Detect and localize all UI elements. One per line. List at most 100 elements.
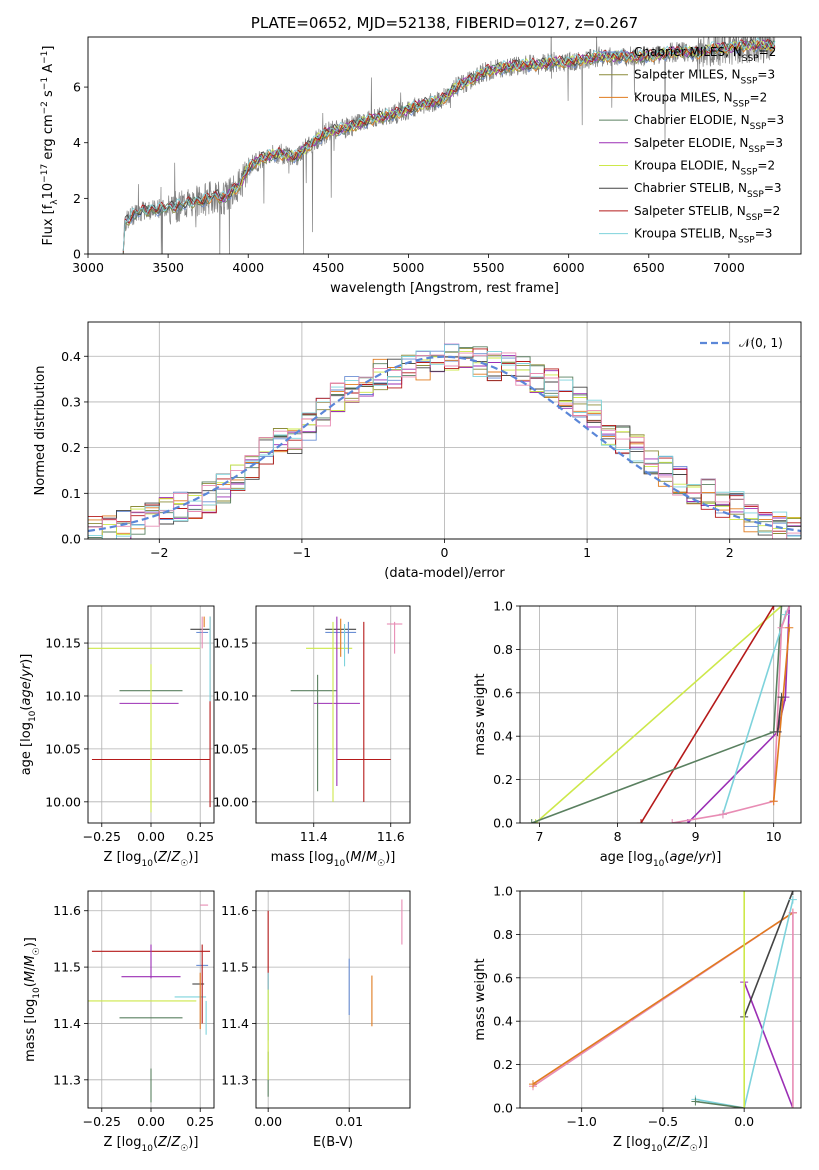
age_vs_mass-xlabel-part: M bbox=[366, 850, 377, 865]
weight_vs_Z-ytick-label: 0.4 bbox=[493, 1014, 513, 1029]
residuals-ytick-label: 0.0 bbox=[61, 532, 81, 547]
mass_vs_Z-ylabel-part: mass [log bbox=[23, 999, 38, 1062]
mass_vs_ebv-frame bbox=[255, 890, 411, 1109]
age_vs_Z-ylabel: age [log10(age/yr)] bbox=[19, 654, 38, 776]
legend-label: Chabrier STELIB, N bbox=[634, 181, 747, 195]
mass_vs_Z-ylabel: mass [log10(M/M☉)] bbox=[23, 937, 42, 1062]
age_vs_mass-xlabel-part: ☉ bbox=[377, 859, 385, 869]
weight_vs_Z-xlabel-part: / bbox=[676, 1135, 681, 1150]
weight_vs_age-series-line bbox=[772, 627, 791, 802]
weight_vs_Z-xlabel-part: 10 bbox=[651, 1144, 663, 1154]
spectrum-plot-area bbox=[122, 37, 776, 254]
residuals-xlabel: (data-model)/error bbox=[384, 566, 505, 581]
spectrum-ytick-label: 6 bbox=[73, 80, 81, 95]
weight_vs_Z-ytick-label: 0.8 bbox=[493, 927, 513, 942]
age_vs_Z-xtick-label: 0.00 bbox=[137, 829, 165, 844]
age_vs_mass-ytick-label: 10.10 bbox=[213, 688, 249, 703]
age_vs_Z-xlabel-part: Z bbox=[157, 850, 168, 865]
age_vs_Z-xlabel-part: ☉ bbox=[180, 859, 188, 869]
age_vs_mass-ytick-label: 10.00 bbox=[213, 794, 249, 809]
mass_vs_Z-xlabel-part: Z [log bbox=[104, 1135, 142, 1150]
spectrum-xtick-label: 3500 bbox=[152, 260, 184, 275]
weight_vs_Z-xlabel-part: )] bbox=[698, 1135, 708, 1150]
mass_vs_Z-ylabel-part: )] bbox=[23, 937, 38, 947]
mass_vs_ebv-ytick-label: 11.5 bbox=[221, 960, 249, 975]
age_vs_mass-ytick-label: 10.05 bbox=[213, 741, 249, 756]
legend-entry: Kroupa MILES, NSSP=2 bbox=[634, 90, 767, 109]
weight_vs_Z-marker bbox=[788, 1104, 797, 1108]
age_vs_Z-xlabel-part: Z [log bbox=[104, 850, 142, 865]
spectrum-model-line bbox=[122, 37, 776, 252]
weight_vs_Z-xtick-label: −0.5 bbox=[648, 1114, 678, 1129]
residuals-xtick-label: −1 bbox=[293, 545, 311, 560]
age_vs_Z-ylabel-part: age bbox=[19, 681, 34, 705]
age_vs_Z-xtick-label: 0.25 bbox=[186, 829, 214, 844]
weight_vs_age-series-line bbox=[776, 697, 783, 732]
weight_vs_Z-series-line bbox=[695, 1100, 745, 1108]
weight_vs_Z-xlabel-part: Z bbox=[680, 1135, 691, 1150]
mass_vs_Z-ylabel-part: ( bbox=[23, 982, 38, 987]
weight_vs_Z-series-line bbox=[743, 891, 794, 1018]
mass_vs_ebv-plot-area bbox=[267, 899, 403, 1097]
legend-suffix: =2 bbox=[763, 204, 781, 218]
weight_vs_Z-xlabel: Z [log10(Z/Z☉)] bbox=[613, 1135, 708, 1154]
weight_vs_age-xlabel-part: )] bbox=[711, 850, 721, 865]
spectrum-xtick-label: 4000 bbox=[232, 260, 264, 275]
weight_vs_Z-marker bbox=[528, 1080, 537, 1089]
spectrum-ylabel-part: −1 bbox=[40, 77, 50, 90]
weight_vs_age-marker bbox=[636, 819, 645, 823]
mass_vs_Z-xlabel-part: ( bbox=[153, 1135, 158, 1150]
weight_vs_Z-xlabel-part: ( bbox=[662, 1135, 667, 1150]
age_vs_Z-xlabel-part: )] bbox=[188, 850, 198, 865]
weight_vs_age-marker bbox=[785, 606, 794, 610]
age_vs_Z-ylabel-part: ( bbox=[19, 706, 34, 711]
spectrum-ylabel-part: −2 bbox=[40, 101, 50, 114]
weight_vs_Z-marker bbox=[788, 908, 797, 917]
weight_vs_age-xtick-label: 9 bbox=[692, 829, 700, 844]
mass_vs_Z-xlabel-part: Z bbox=[157, 1135, 168, 1150]
age_vs_Z-xlabel-part: ( bbox=[153, 850, 158, 865]
legend-sub: SSP bbox=[733, 99, 750, 109]
legend-suffix: =3 bbox=[764, 181, 782, 195]
mass_vs_Z-ylabel-part: ☉ bbox=[32, 947, 42, 955]
spectrum-frame bbox=[87, 36, 802, 255]
weight_vs_Z-xlabel-part: Z bbox=[667, 1135, 678, 1150]
legend-entry: Chabrier ELODIE, NSSP=3 bbox=[634, 113, 784, 132]
mass_vs_Z-plot-area bbox=[88, 904, 211, 1103]
legend-sub: SSP bbox=[742, 54, 759, 64]
mass_vs_ebv-xlabel: E(B-V) bbox=[313, 1135, 353, 1150]
mass_vs_ebv-axes: 0.00 0.01 11.3 11.4 11.5 11.6 bbox=[221, 891, 410, 1129]
mass_vs_ebv-xlabel-part: E(B-V) bbox=[313, 1135, 353, 1150]
residuals-xtick-label: 1 bbox=[583, 545, 591, 560]
residuals-ylabel: Normed distribution bbox=[33, 366, 48, 496]
weight_vs_Z-axes: −1.0 −0.5 0.0 0.0 0.2 0.4 0.6 0.8 1.0 bbox=[493, 884, 801, 1129]
legend-suffix: =3 bbox=[765, 136, 783, 150]
weight_vs_age-marker bbox=[531, 819, 540, 823]
weight_vs_Z-xtick-label: 0.0 bbox=[734, 1114, 754, 1129]
spectrum-ytick-label: 0 bbox=[73, 247, 81, 262]
age_vs_Z-frame bbox=[87, 605, 215, 824]
age_vs_Z-xlabel-part: Z bbox=[170, 850, 181, 865]
weight_vs_Z-marker bbox=[740, 891, 749, 895]
weight_vs_Z-frame bbox=[519, 890, 802, 1109]
mass_vs_Z-xlabel-part: 10 bbox=[141, 1144, 153, 1154]
age_vs_mass-xlabel-part: 10 bbox=[334, 859, 346, 869]
legend-label: Kroupa ELODIE, N bbox=[634, 159, 741, 173]
weight_vs_age-marker bbox=[777, 623, 786, 632]
weight_vs_age-xlabel-part: yr bbox=[697, 850, 713, 865]
age_vs_mass-xlabel-part: M bbox=[350, 850, 361, 865]
gaussian-legend-label: 𝒩(0, 1) bbox=[739, 336, 783, 350]
legend-sub: SSP bbox=[750, 122, 767, 132]
spectrum-data-line bbox=[122, 37, 776, 254]
weight_vs_Z-ylabel-part: mass weight bbox=[473, 958, 488, 1040]
weight_vs_age-xlabel-part: 10 bbox=[653, 859, 665, 869]
spectrum-xtick-label: 5500 bbox=[473, 260, 505, 275]
mass_vs_Z-ytick-label: 11.4 bbox=[53, 1016, 81, 1031]
legend-suffix: =3 bbox=[755, 227, 773, 241]
age_vs_mass-frame bbox=[255, 605, 411, 824]
residuals-plot-area bbox=[88, 343, 801, 539]
age_vs_Z-axes: −0.25 0.00 0.25 10.00 10.05 10.10 10.15 bbox=[45, 606, 214, 844]
residuals-xlabel-part: (data-model)/error bbox=[384, 566, 505, 581]
age_vs_mass-xlabel-part: mass [log bbox=[271, 850, 334, 865]
